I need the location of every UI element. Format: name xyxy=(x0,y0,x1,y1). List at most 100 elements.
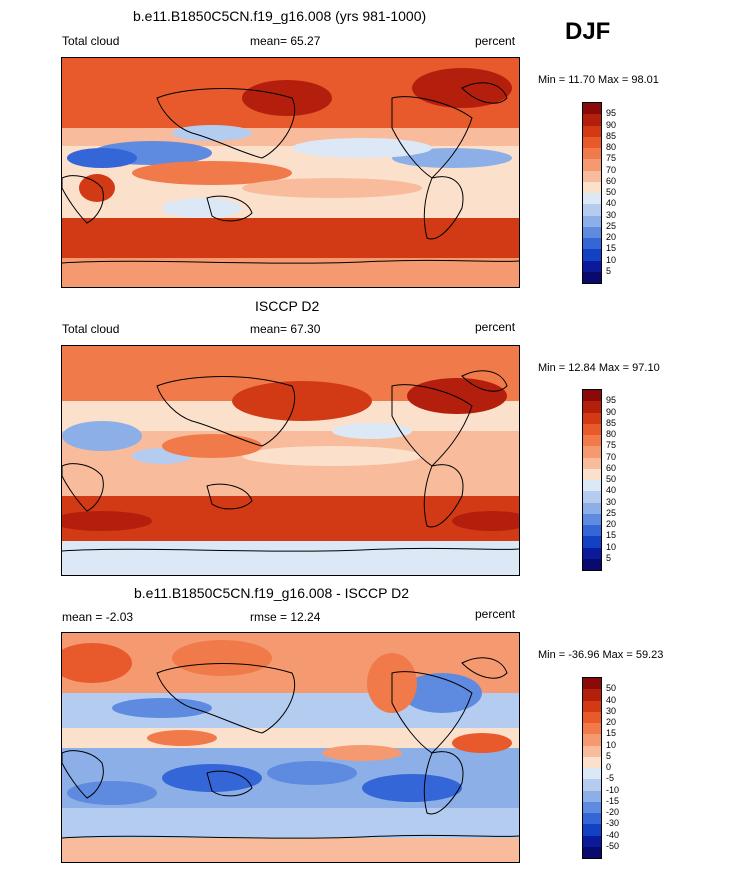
colorbar-tick-label: 40 xyxy=(606,198,617,209)
colorbar-swatch xyxy=(583,813,601,825)
colorbar-swatch xyxy=(583,558,601,570)
colorbar-tick-label: 5 xyxy=(606,750,612,761)
panel3-units-label: percent xyxy=(475,607,516,621)
panel1-title: b.e11.B1850C5CN.f19_g16.008 (yrs 981-100… xyxy=(133,8,427,24)
colorbar-swatch xyxy=(583,401,601,413)
panel3-mean-label: mean = -2.03 xyxy=(62,610,134,624)
colorbar-tick-label: 30 xyxy=(606,496,617,507)
colorbar-tick-label: 5 xyxy=(606,265,612,276)
colorbar-swatch xyxy=(583,756,601,768)
colorbar-tick-label: 30 xyxy=(606,705,617,716)
colorbar-swatch xyxy=(583,536,601,548)
colorbar-swatch xyxy=(583,423,601,435)
colorbar-swatch xyxy=(583,148,601,160)
colorbar-tick-label: 0 xyxy=(606,762,612,772)
colorbar-swatch xyxy=(583,468,601,480)
colorbar-tick-label: 50 xyxy=(606,683,617,694)
panel3-rmse-label: rmse = 12.24 xyxy=(250,610,321,624)
colorbar-tick-label: 15 xyxy=(606,728,617,739)
colorbar-swatch xyxy=(583,446,601,458)
colorbar-swatch xyxy=(583,689,601,701)
colorbar-swatch xyxy=(583,114,601,126)
colorbar-swatch xyxy=(583,723,601,735)
panel2-map xyxy=(61,345,520,576)
panel1-left-label: Total cloud xyxy=(62,34,120,48)
colorbar-swatch xyxy=(583,779,601,791)
colorbar-tick-label: -30 xyxy=(606,818,620,829)
colorbar-swatch xyxy=(583,846,601,858)
colorbar-swatch xyxy=(583,435,601,447)
colorbar-swatch xyxy=(583,711,601,723)
colorbar-tick-label: 10 xyxy=(606,739,617,750)
colorbar-swatch xyxy=(583,790,601,802)
panel1-mean-label: mean= 65.27 xyxy=(250,34,321,48)
colorbar-tick-label: 85 xyxy=(606,417,617,428)
colorbar-tick-label: 10 xyxy=(606,254,617,265)
panel2-left-label: Total cloud xyxy=(62,322,120,336)
panel2-units-label: percent xyxy=(475,320,516,334)
colorbar-tick-label: 70 xyxy=(606,451,617,462)
colorbar-swatch xyxy=(583,260,601,272)
colorbar-swatch xyxy=(583,491,601,503)
colorbar-swatch xyxy=(583,215,601,227)
colorbar-tick-label: 20 xyxy=(606,717,617,727)
colorbar-tick-label: 75 xyxy=(606,440,617,451)
colorbar-swatch xyxy=(583,103,601,115)
colorbar-swatch xyxy=(583,125,601,137)
panel1-units-label: percent xyxy=(475,34,516,48)
colorbar-tick-label: 15 xyxy=(606,243,617,254)
colorbar-swatch xyxy=(583,159,601,171)
colorbar-swatch xyxy=(583,204,601,216)
panel2-minmax: Min = 12.84 Max = 97.10 xyxy=(538,362,660,374)
colorbar-tick-label: -20 xyxy=(606,807,620,817)
colorbar-swatch xyxy=(583,181,601,193)
colorbar-swatch xyxy=(583,136,601,148)
colorbar-swatch xyxy=(583,547,601,559)
colorbar-swatch xyxy=(583,193,601,205)
colorbar-tick-label: 80 xyxy=(606,429,617,439)
colorbar-swatch xyxy=(583,249,601,261)
colorbar-tick-label: 70 xyxy=(606,164,617,175)
colorbar-tick-label: 5 xyxy=(606,552,612,563)
colorbar-swatch xyxy=(583,238,601,250)
colorbar-swatch xyxy=(583,768,601,780)
colorbar-tick-label: -5 xyxy=(606,773,615,784)
colorbar-tick-label: -15 xyxy=(606,795,620,806)
colorbar-swatch xyxy=(583,412,601,424)
panel3-title: b.e11.B1850C5CN.f19_g16.008 - ISCCP D2 xyxy=(134,585,409,601)
panel1-minmax: Min = 11.70 Max = 98.01 xyxy=(538,74,659,86)
colorbar-swatch xyxy=(583,502,601,514)
colorbar-tick-label: 25 xyxy=(606,507,617,518)
panel2-title: ISCCP D2 xyxy=(255,298,320,314)
colorbar-swatch xyxy=(583,745,601,757)
colorbar-tick-label: 80 xyxy=(606,142,617,152)
colorbar-tick-label: 15 xyxy=(606,530,617,541)
panel2-colorbar xyxy=(582,389,602,571)
colorbar-tick-label: 90 xyxy=(606,406,617,417)
colorbar-tick-label: -10 xyxy=(606,784,620,795)
colorbar-swatch xyxy=(583,700,601,712)
colorbar-swatch xyxy=(583,513,601,525)
colorbar-tick-label: 40 xyxy=(606,694,617,705)
colorbar-swatch xyxy=(583,801,601,813)
colorbar-tick-label: 10 xyxy=(606,541,617,552)
colorbar-swatch xyxy=(583,835,601,847)
colorbar-tick-label: 60 xyxy=(606,175,617,186)
colorbar-swatch xyxy=(583,678,601,690)
colorbar-tick-label: 30 xyxy=(606,209,617,220)
colorbar-swatch xyxy=(583,734,601,746)
colorbar-swatch xyxy=(583,480,601,492)
colorbar-tick-label: 50 xyxy=(606,187,617,197)
colorbar-tick-label: 25 xyxy=(606,220,617,231)
panel3-map xyxy=(61,632,520,863)
colorbar-tick-label: -50 xyxy=(606,840,620,851)
colorbar-tick-label: 20 xyxy=(606,519,617,529)
colorbar-tick-label: 40 xyxy=(606,485,617,496)
colorbar-swatch xyxy=(583,271,601,283)
colorbar-swatch xyxy=(583,824,601,836)
colorbar-swatch xyxy=(583,525,601,537)
panel3-colorbar xyxy=(582,677,602,859)
panel1-colorbar xyxy=(582,102,602,284)
colorbar-swatch xyxy=(583,226,601,238)
colorbar-tick-label: 20 xyxy=(606,232,617,242)
